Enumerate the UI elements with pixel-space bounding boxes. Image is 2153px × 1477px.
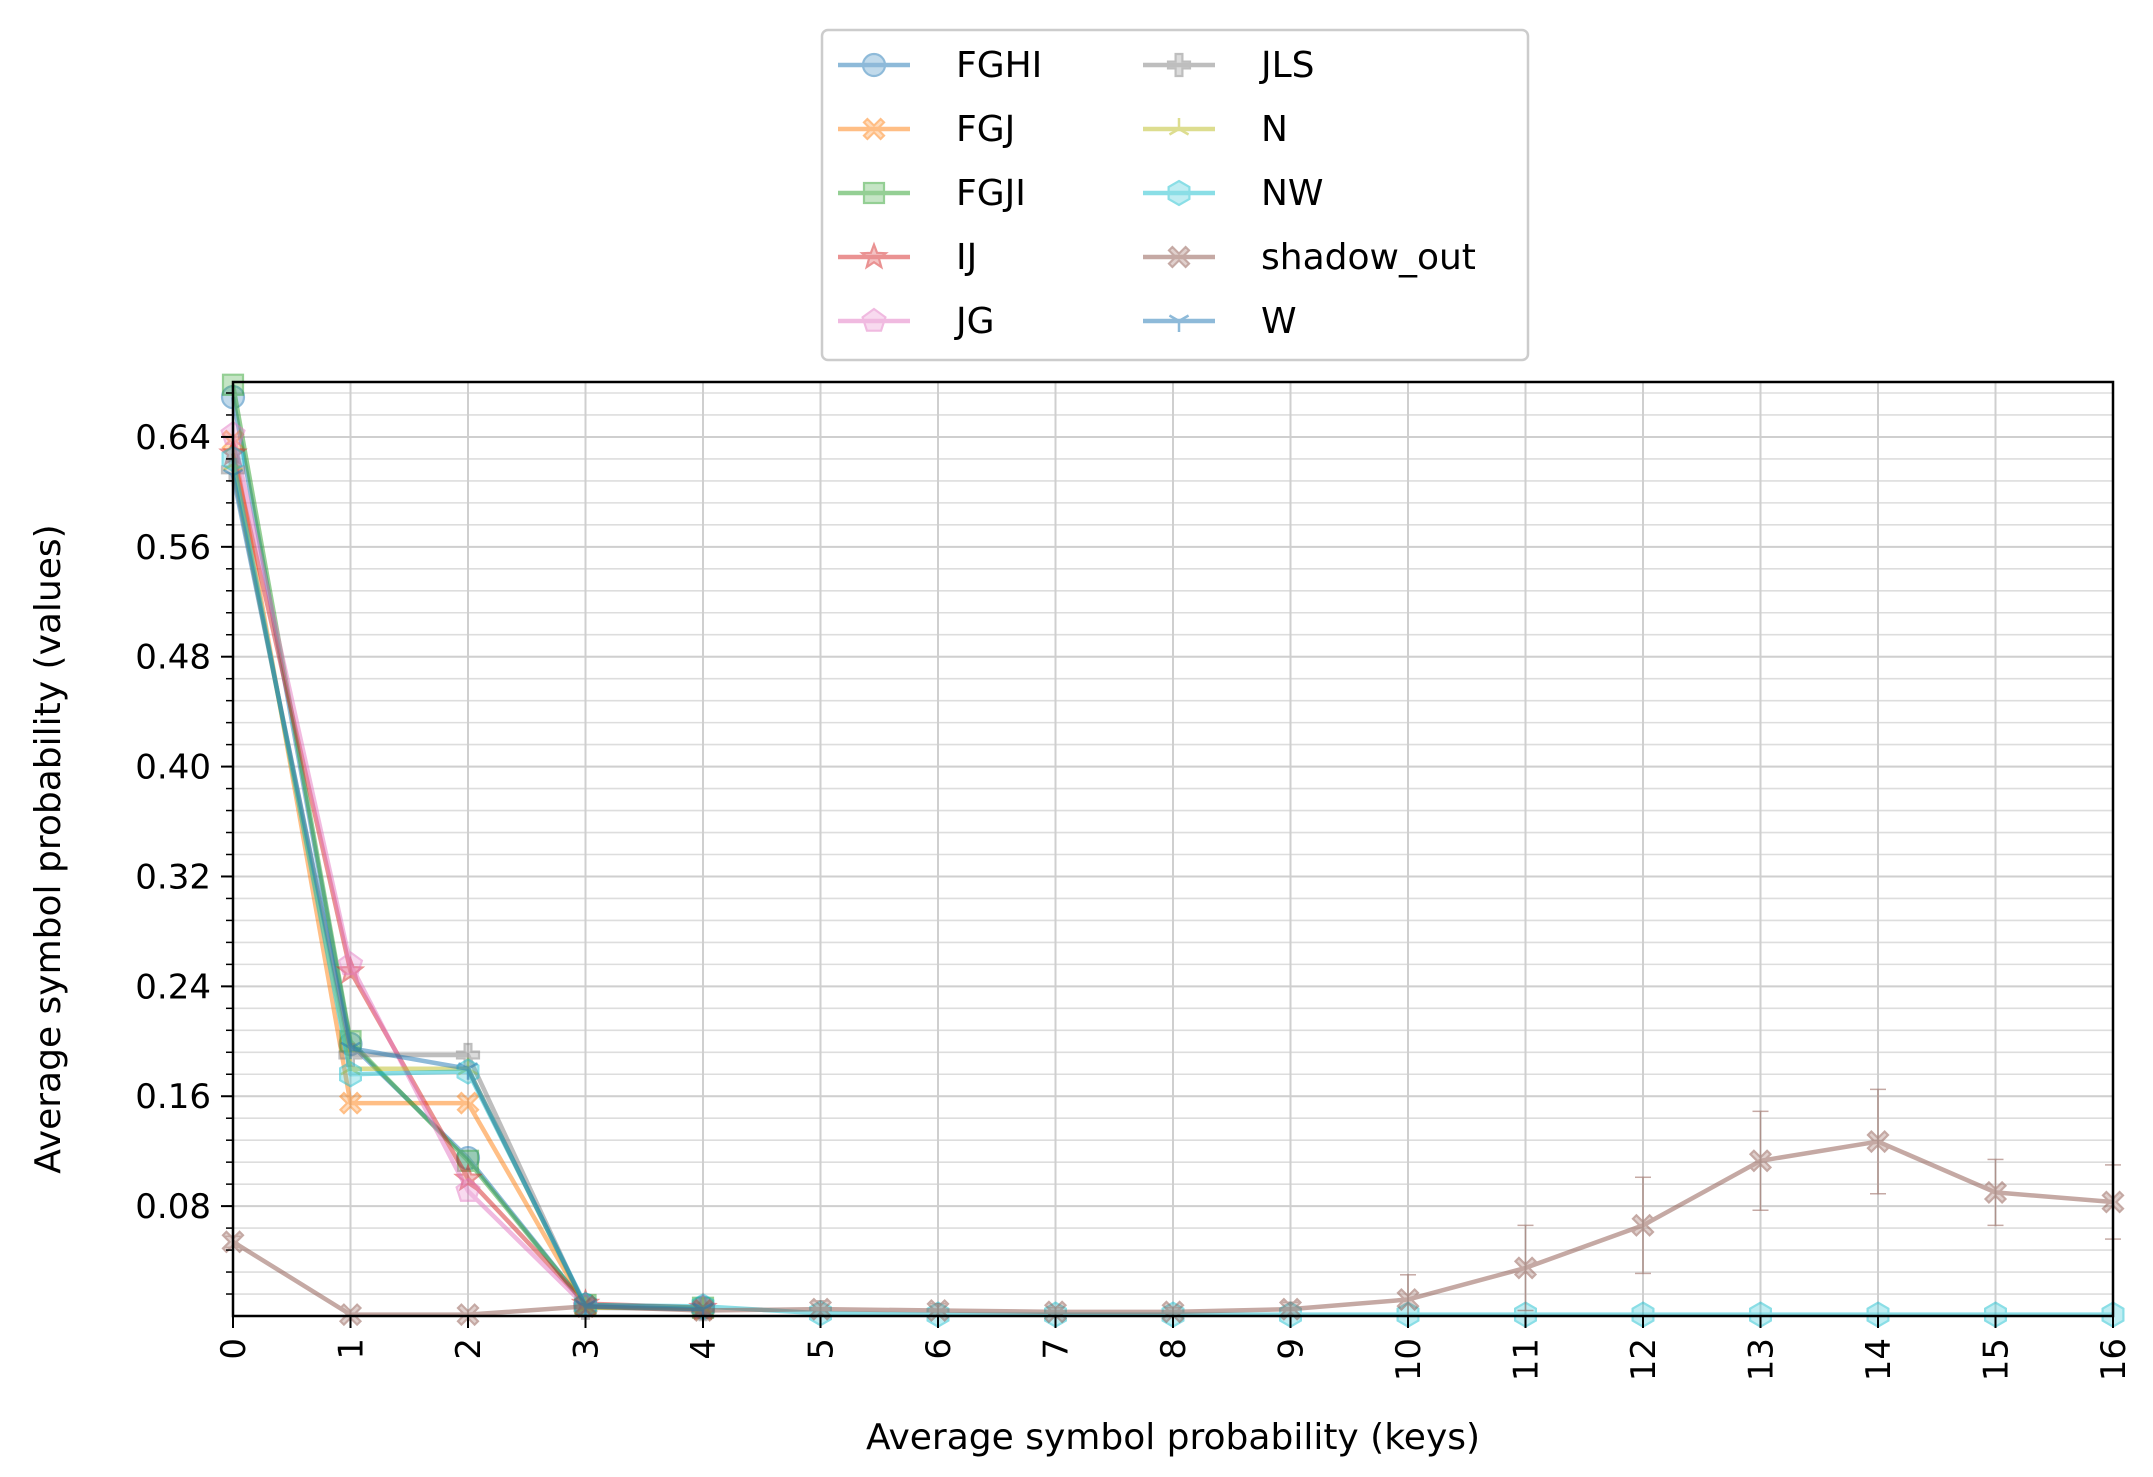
legend-marker [1168, 118, 1190, 136]
legend-marker [862, 117, 886, 141]
x-tick-label: 16 [2094, 1338, 2134, 1381]
data-point [338, 1091, 363, 1115]
legend-marker [1167, 245, 1191, 269]
legend-swatch-NW [1143, 179, 1215, 207]
legend-marker [862, 181, 886, 205]
legend: FGHI FGJ FGJI IJ JG JLS N NW shadow_out W [820, 28, 1530, 362]
legend-swatch-shadow_out [1143, 245, 1215, 269]
legend-marker [1167, 179, 1191, 207]
data-point [337, 951, 364, 976]
x-tick-label: 0 [214, 1338, 254, 1360]
y-tick-label: 0.56 [135, 528, 211, 568]
legend-label: FGHI [956, 45, 1042, 86]
x-tick-label: 12 [1624, 1338, 1664, 1381]
legend-swatch-FGHI [838, 52, 910, 78]
x-tick-label: 6 [919, 1338, 959, 1360]
data-point [1631, 1213, 1655, 1237]
legend-swatch-W [1143, 314, 1215, 332]
data-point [1513, 1256, 1538, 1280]
data-point [340, 1041, 361, 1060]
x-axis-label: Average symbol probability (keys) [866, 1417, 1480, 1458]
legend-marker [859, 241, 889, 270]
x-tick-label: 2 [449, 1338, 489, 1360]
y-tick-label: 0.64 [135, 418, 211, 458]
x-tick-label: 3 [567, 1338, 607, 1360]
legend-marker [861, 307, 887, 332]
legend-label: W [1261, 301, 1297, 342]
x-tick-label: 5 [802, 1338, 842, 1360]
legend-swatch-FGJI [838, 181, 910, 205]
x-tick-label: 1 [332, 1338, 372, 1360]
legend-label: shadow_out [1261, 237, 1476, 278]
legend-label: JLS [1259, 45, 1315, 86]
legend-label: IJ [956, 237, 977, 278]
data-point [456, 1303, 480, 1327]
x-tick-label: 8 [1154, 1338, 1194, 1360]
y-tick-label: 0.32 [135, 857, 211, 897]
legend-marker [861, 52, 887, 78]
y-tick-label: 0.16 [135, 1077, 211, 1117]
axes: 0.080.160.240.320.400.480.560.640 1 2 3 4 5 6 7… [135, 392, 2134, 1381]
y-tick-label: 0.24 [135, 967, 211, 1007]
data-point [1866, 1130, 1890, 1154]
x-tick-label: 9 [1272, 1338, 1312, 1360]
data-point [457, 1062, 479, 1080]
legend-swatch-JG [838, 307, 910, 332]
legend-swatch-FGJ [838, 117, 910, 141]
legend-swatch-N [1143, 118, 1215, 136]
legend-label: FGJI [956, 173, 1026, 214]
x-tick-label: 10 [1389, 1338, 1429, 1381]
data-point [1396, 1287, 1420, 1312]
legend-swatch-IJ [838, 241, 910, 270]
data-point [456, 1091, 480, 1115]
data-point [455, 1177, 481, 1202]
y-tick-label: 0.08 [135, 1187, 211, 1227]
legend-label: N [1261, 109, 1288, 150]
legend-label: JG [954, 301, 995, 342]
x-tick-label: 15 [1977, 1338, 2017, 1381]
y-tick-label: 0.40 [135, 748, 211, 788]
x-tick-label: 13 [1742, 1338, 1782, 1381]
x-tick-label: 7 [1037, 1338, 1077, 1360]
data-point [1983, 1180, 2008, 1204]
legend-swatch-JLS [1143, 52, 1215, 78]
legend-label: NW [1261, 173, 1324, 214]
legend-marker [1168, 314, 1190, 332]
data-point [338, 1303, 363, 1327]
y-axis-label: Average symbol probability (values) [28, 524, 69, 1173]
legend-label: FGJ [956, 109, 1015, 150]
y-tick-label: 0.48 [135, 638, 211, 678]
x-tick-label: 11 [1507, 1338, 1547, 1381]
x-tick-label: 4 [684, 1338, 724, 1360]
grid [232, 382, 2114, 1316]
data-point [1748, 1149, 1773, 1173]
legend-marker [1166, 52, 1192, 78]
data-point [339, 1060, 362, 1088]
x-tick-label: 14 [1859, 1338, 1899, 1381]
